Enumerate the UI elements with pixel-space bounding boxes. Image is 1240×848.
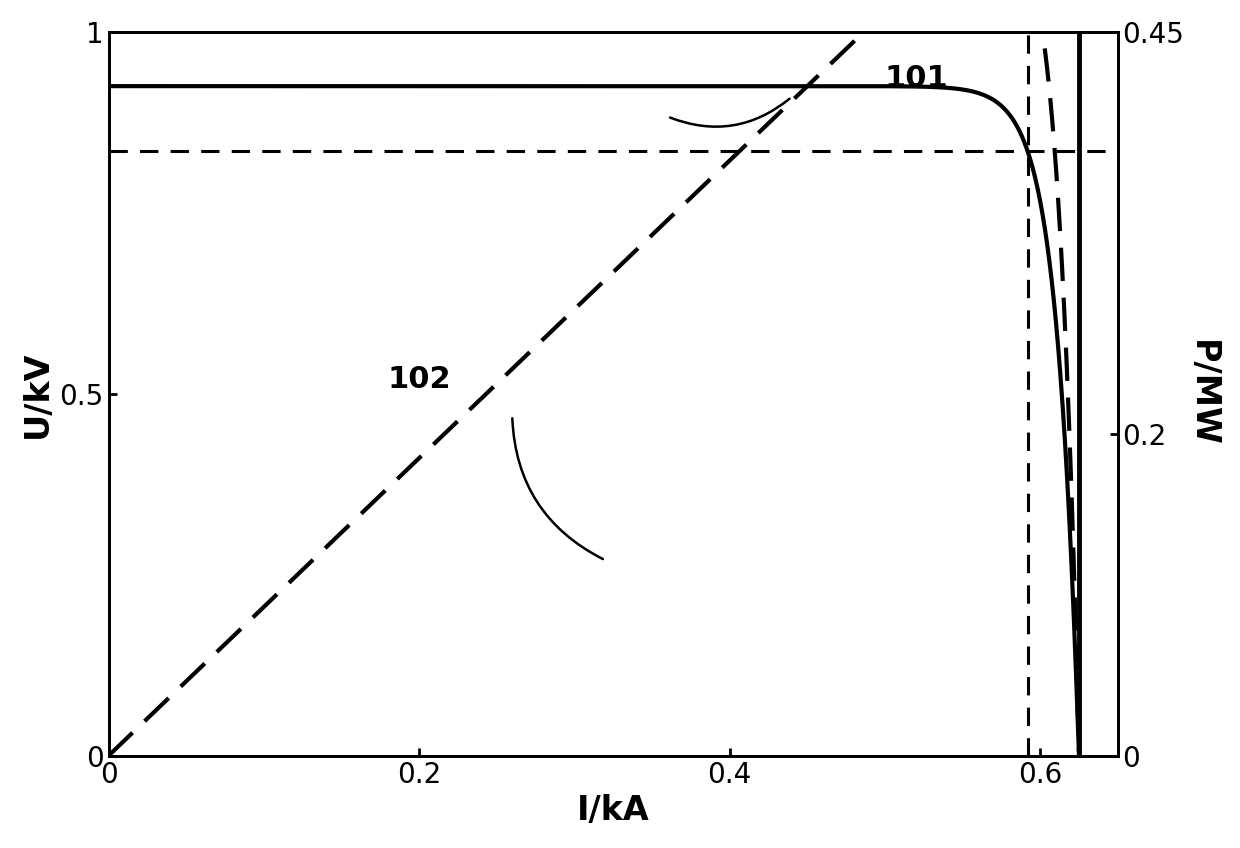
Y-axis label: U/kV: U/kV (21, 350, 53, 438)
X-axis label: I/kA: I/kA (577, 795, 650, 827)
Y-axis label: P/MW: P/MW (1187, 340, 1219, 447)
Text: 101: 101 (885, 64, 949, 93)
Text: 102: 102 (388, 365, 451, 393)
